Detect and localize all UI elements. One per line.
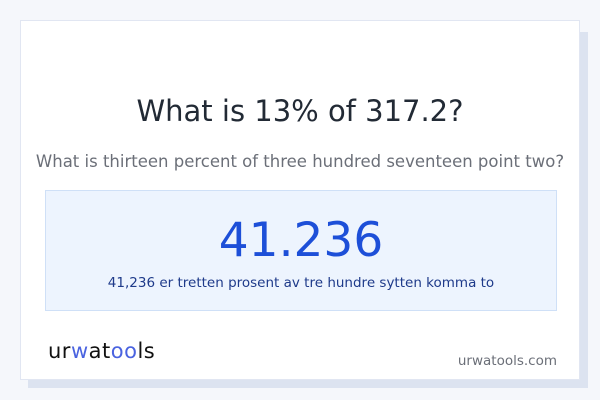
logo-part: oo xyxy=(110,339,138,363)
logo-part: ur xyxy=(48,339,71,363)
answer-value: 41.236 xyxy=(218,213,384,268)
page-title: What is 13% of 317.2? xyxy=(136,94,464,128)
answer-in-words: 41,236 er tretten prosent av tre hundre … xyxy=(107,275,495,291)
result-card: What is 13% of 317.2? What is thirteen p… xyxy=(20,20,580,380)
logo-part: at xyxy=(88,339,111,363)
question-in-words: What is thirteen percent of three hundre… xyxy=(35,152,565,171)
site-url[interactable]: urwatools.com xyxy=(457,353,557,369)
answer-box: 41.236 41,236 er tretten prosent av tre … xyxy=(45,190,557,311)
logo-part: w xyxy=(70,339,89,363)
logo-part: ls xyxy=(137,339,156,363)
urwatools-logo[interactable]: urwatools xyxy=(48,339,155,363)
